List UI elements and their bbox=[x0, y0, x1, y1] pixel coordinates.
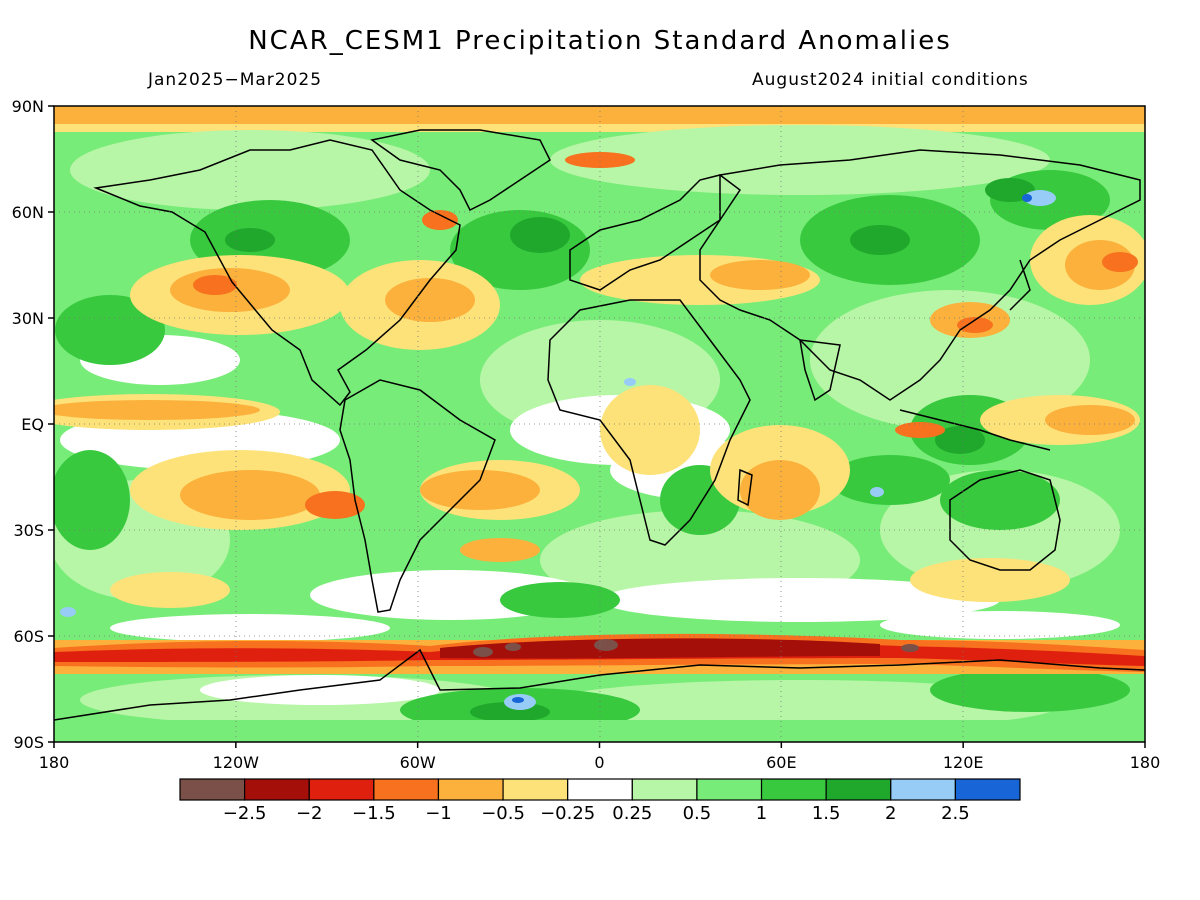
lat-tick-label: 60N bbox=[12, 203, 44, 222]
lon-tick-label: 180 bbox=[39, 753, 70, 772]
colorbar-label: −0.5 bbox=[481, 803, 525, 824]
colorbar-label: 1.5 bbox=[812, 803, 841, 824]
lat-tick-label: 30N bbox=[12, 309, 44, 328]
colorbar-swatch bbox=[373, 778, 440, 801]
colorbar-swatch bbox=[567, 778, 633, 801]
colorbar-swatch bbox=[696, 778, 763, 801]
lat-tick-label: EQ bbox=[21, 415, 44, 434]
coastlines bbox=[54, 129, 1145, 721]
colorbar-swatch bbox=[760, 778, 827, 801]
colorbar-swatch bbox=[825, 778, 892, 801]
colorbar-swatch bbox=[954, 778, 1021, 801]
colorbar-swatch bbox=[308, 778, 375, 801]
lon-tick-label: 120E bbox=[943, 753, 984, 772]
colorbar-label: 0.5 bbox=[683, 803, 712, 824]
colorbar-label: 2.5 bbox=[941, 803, 970, 824]
colorbar-label: −1.5 bbox=[352, 803, 396, 824]
colorbar-swatch bbox=[179, 778, 246, 801]
lon-tick-label: 120W bbox=[213, 753, 260, 772]
colorbar-swatch bbox=[890, 778, 956, 801]
colorbar-label: −0.25 bbox=[540, 803, 595, 824]
colorbar-swatch bbox=[244, 778, 310, 801]
colorbar-label: 1 bbox=[756, 803, 767, 824]
grid-lines bbox=[54, 106, 1145, 742]
initial-conditions: August2024 initial conditions bbox=[752, 70, 1029, 90]
chart-title: NCAR_CESM1 Precipitation Standard Anomal… bbox=[248, 26, 952, 56]
lon-tick-label: 60E bbox=[766, 753, 796, 772]
colorbar-label: −1 bbox=[425, 803, 452, 824]
lat-tick-label: 90N bbox=[12, 97, 44, 116]
colorbar: −2.5 −2 −1.5 −1 −0.5 −0.25 0.25 0.5 1 1.5 2 2.5 bbox=[179, 778, 1021, 824]
lat-tick-label: 90S bbox=[13, 733, 44, 752]
forecast-period: Jan2025−Mar2025 bbox=[148, 70, 323, 90]
colorbar-label: −2.5 bbox=[223, 803, 267, 824]
lat-tick-label: 30S bbox=[13, 521, 44, 540]
lon-tick-label: 60W bbox=[400, 753, 436, 772]
lat-tick-label: 60S bbox=[13, 627, 44, 646]
colorbar-swatch bbox=[502, 778, 569, 801]
colorbar-label: 0.25 bbox=[612, 803, 652, 824]
colorbar-label: 2 bbox=[885, 803, 896, 824]
colorbar-swatch bbox=[437, 778, 504, 801]
colorbar-swatch bbox=[631, 778, 698, 801]
lon-tick-label: 180 bbox=[1130, 753, 1161, 772]
colorbar-label: −2 bbox=[296, 803, 323, 824]
lon-tick-label: 0 bbox=[594, 753, 604, 772]
